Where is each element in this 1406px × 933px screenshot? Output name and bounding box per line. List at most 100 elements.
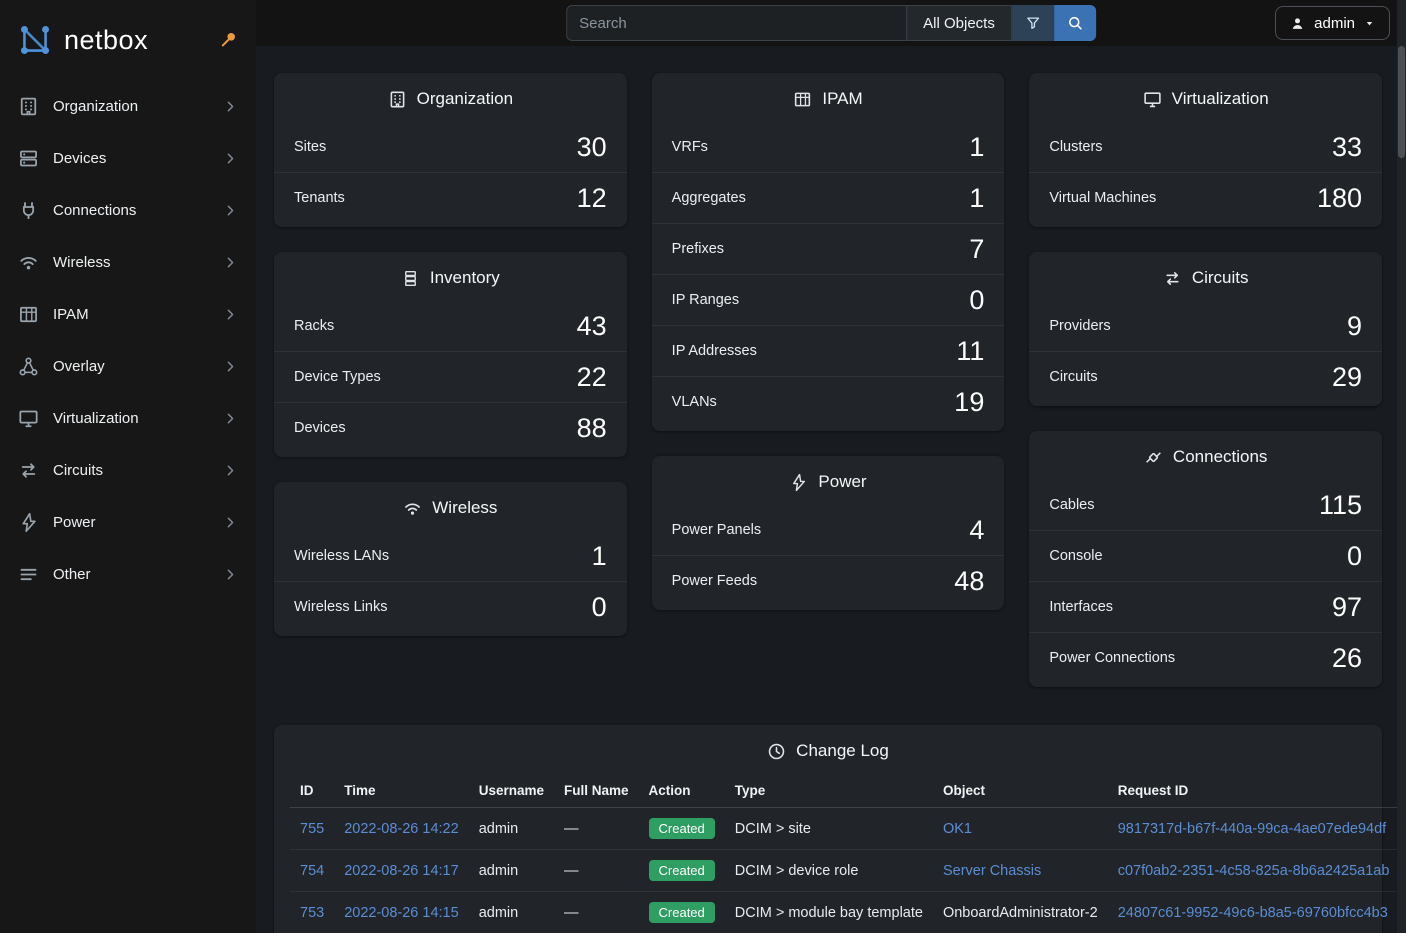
sidebar-item-organization[interactable]: Organization: [0, 80, 256, 132]
cell-time-link[interactable]: 2022-08-26 14:15: [344, 904, 459, 921]
cell-time-link[interactable]: 2022-08-26 14:22: [344, 820, 459, 837]
pushpin-icon[interactable]: [220, 30, 238, 48]
scrollbar-thumb[interactable]: [1398, 46, 1405, 158]
sidebar-item-label: Devices: [53, 149, 107, 167]
cell-request-id-link[interactable]: c07f0ab2-2351-4c58-825a-8b6a2425a1ab: [1117, 862, 1390, 879]
cell-type: DCIM > device role: [724, 849, 933, 892]
search-input[interactable]: [566, 5, 907, 41]
stat-row-ip-addresses: IP Addresses 11: [651, 325, 1005, 376]
stat-row-providers: Providers 9: [1029, 301, 1382, 351]
stat-value[interactable]: 9: [1346, 311, 1363, 341]
stat-row-tenants: Tenants 12: [274, 172, 627, 223]
stat-value[interactable]: 22: [576, 362, 607, 392]
stat-value[interactable]: 12: [576, 183, 607, 213]
stat-value[interactable]: 19: [954, 387, 985, 417]
card-title: IPAM: [652, 73, 1005, 122]
stat-value[interactable]: 88: [576, 413, 607, 443]
stat-value[interactable]: 0: [1346, 541, 1363, 571]
sidebar-nav: Organization Devices Connections Wireles…: [0, 80, 256, 600]
card-title: Connections: [1029, 431, 1382, 480]
stat-label: Devices: [294, 420, 346, 436]
status-badge: Created: [648, 860, 715, 881]
lines-icon: [18, 564, 39, 585]
stat-label: VRFs: [671, 139, 708, 155]
cell-request-id-link[interactable]: 24807c61-9952-49c6-b8a5-69760bfcc4b3: [1117, 904, 1388, 921]
user-menu-button[interactable]: admin: [1275, 6, 1390, 40]
sidebar-item-label: Circuits: [53, 461, 104, 479]
cell-full-name: —: [554, 807, 639, 850]
sidebar-item-wireless[interactable]: Wireless: [0, 236, 256, 288]
bolt-icon: [18, 512, 39, 533]
stat-label: Racks: [294, 318, 335, 334]
stat-row-virtual-machines: Virtual Machines 180: [1029, 172, 1383, 223]
sidebar-item-virtualization[interactable]: Virtualization: [0, 392, 256, 444]
sidebar-item-devices[interactable]: Devices: [0, 132, 256, 184]
card-title: Wireless: [274, 482, 627, 531]
filter-button[interactable]: [1011, 5, 1054, 41]
stat-value[interactable]: 4: [969, 515, 985, 545]
filter-icon: [1025, 15, 1041, 31]
dashboard: Organization Sites 30 Tenants 12: [256, 46, 1406, 933]
sidebar-item-other[interactable]: Other: [0, 548, 256, 600]
sidebar-item-label: IPAM: [53, 305, 89, 323]
stat-row-power-panels: Power Panels 4: [652, 505, 1005, 555]
cell-object-link[interactable]: Server Chassis: [942, 862, 1042, 879]
sidebar-item-ipam[interactable]: IPAM: [0, 288, 256, 340]
stat-value[interactable]: 43: [576, 311, 607, 341]
stat-value[interactable]: 0: [591, 592, 607, 622]
chevron-right-icon: [223, 567, 238, 582]
wifi-icon: [18, 252, 39, 273]
plug-icon: [18, 200, 39, 221]
stat-label: Device Types: [294, 369, 381, 385]
monitor-icon: [18, 408, 39, 429]
cell-username: admin: [468, 807, 554, 850]
chevron-right-icon: [223, 203, 238, 218]
object-scope-dropdown[interactable]: All Objects: [906, 5, 1012, 41]
stat-value[interactable]: 11: [956, 336, 985, 366]
stat-row-vrfs: VRFs 1: [652, 122, 1005, 172]
stat-value[interactable]: 30: [576, 132, 607, 162]
sidebar-item-power[interactable]: Power: [0, 496, 256, 548]
cell-object-link[interactable]: OK1: [942, 820, 972, 837]
stat-value[interactable]: 33: [1331, 132, 1363, 162]
sidebar-item-circuits[interactable]: Circuits: [0, 444, 256, 496]
card-ipam: IPAM VRFs 1 Aggregates 1: [651, 73, 1005, 431]
search-submit-button[interactable]: [1053, 5, 1096, 41]
stat-label: IP Ranges: [671, 292, 740, 308]
col-header-request-id: Request ID: [1107, 774, 1400, 808]
stat-value[interactable]: 0: [969, 285, 985, 315]
stat-value[interactable]: 7: [969, 234, 985, 264]
cell-request-id-link[interactable]: 9817317d-b67f-440a-99ca-4ae07ede94df: [1117, 820, 1387, 837]
stat-label: Clusters: [1049, 139, 1103, 155]
stat-value[interactable]: 26: [1331, 643, 1363, 673]
sidebar-item-overlay[interactable]: Overlay: [0, 340, 256, 392]
status-badge: Created: [648, 902, 715, 923]
cell-id-link[interactable]: 753: [300, 904, 325, 921]
search-icon: [1067, 15, 1083, 31]
stat-row-clusters: Clusters 33: [1029, 122, 1382, 172]
sidebar-item-connections[interactable]: Connections: [0, 184, 256, 236]
chevron-right-icon: [223, 99, 238, 114]
swap-arrows-icon: [18, 460, 39, 481]
sidebar: netbox Organization Devices Connections: [0, 0, 256, 933]
card-connections: Connections Cables 115 Console 0: [1029, 431, 1383, 687]
stat-value[interactable]: 115: [1318, 490, 1363, 520]
scrollbar[interactable]: [1397, 0, 1406, 933]
stat-row-racks: Racks 43: [274, 301, 627, 351]
stat-value[interactable]: 29: [1331, 362, 1363, 392]
stat-value[interactable]: 97: [1331, 592, 1363, 622]
stat-value[interactable]: 48: [954, 566, 985, 596]
cell-id-link[interactable]: 754: [300, 862, 325, 879]
stat-value[interactable]: 1: [969, 132, 985, 162]
col-header-id: ID: [290, 774, 335, 808]
table-row: 753 2022-08-26 14:15 admin — Created DCI…: [290, 891, 1400, 933]
stat-label: Cables: [1049, 497, 1095, 513]
netbox-logo[interactable]: netbox: [0, 0, 256, 80]
cell-time-link[interactable]: 2022-08-26 14:17: [344, 862, 459, 879]
stat-value[interactable]: 1: [591, 541, 607, 571]
cell-id-link[interactable]: 755: [300, 820, 325, 837]
cell-object: OnboardAdministrator-2: [932, 891, 1108, 933]
stat-value[interactable]: 1: [969, 183, 985, 213]
card-virtualization: Virtualization Clusters 33 Virtual Machi…: [1029, 73, 1383, 227]
stat-value[interactable]: 180: [1316, 183, 1363, 213]
